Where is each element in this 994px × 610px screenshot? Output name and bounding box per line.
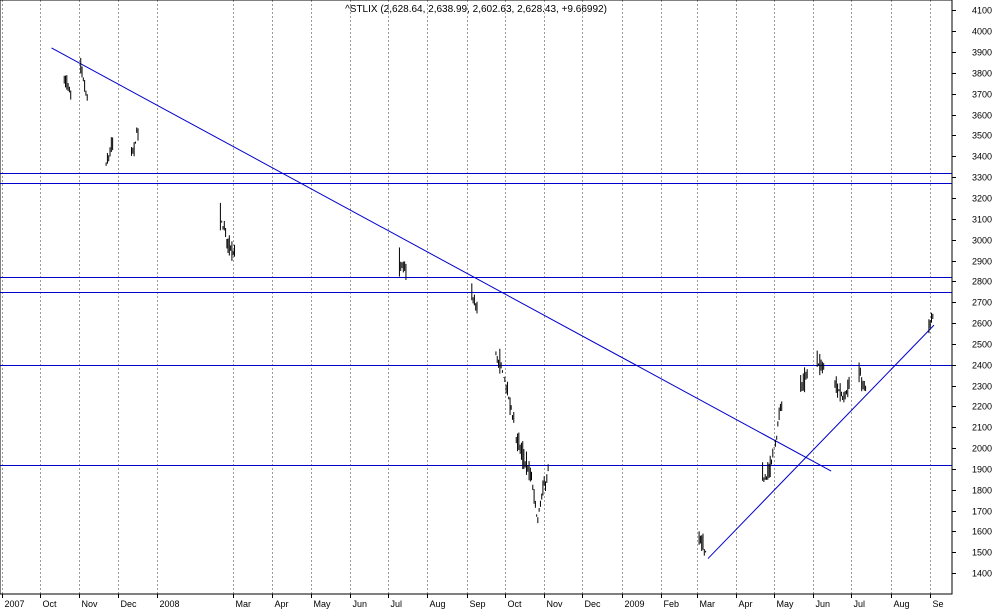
x-tick-label: Dec bbox=[121, 599, 138, 609]
y-tick-label: 3600 bbox=[972, 111, 992, 121]
x-tick-label: 2008 bbox=[160, 599, 180, 609]
x-tick-label: Aug bbox=[894, 599, 910, 609]
y-tick-label: 3700 bbox=[972, 90, 992, 100]
x-tick-label: Apr bbox=[275, 599, 289, 609]
y-tick-label: 4100 bbox=[972, 6, 992, 16]
x-tick-label: 2009 bbox=[625, 599, 645, 609]
y-tick-label: 2500 bbox=[972, 340, 992, 350]
price-bars bbox=[63, 57, 934, 556]
x-tick-label: Jun bbox=[816, 599, 831, 609]
y-tick-label: 2100 bbox=[972, 423, 992, 433]
y-tick-label: 3000 bbox=[972, 236, 992, 246]
x-tick-label: Dec bbox=[585, 599, 602, 609]
y-tick-label: 2200 bbox=[972, 402, 992, 412]
x-tick-label: May bbox=[777, 599, 795, 609]
y-tick-label: 1800 bbox=[972, 486, 992, 496]
y-tick-label: 3900 bbox=[972, 48, 992, 58]
y-tick-label: 3800 bbox=[972, 69, 992, 79]
trend-line bbox=[707, 324, 935, 559]
chart-title: ^STLIX (2,628.64, 2,638.99, 2,602.63, 2,… bbox=[345, 4, 607, 15]
y-tick-label: 3200 bbox=[972, 194, 992, 204]
y-tick-label: 2400 bbox=[972, 361, 992, 371]
x-tick-label: Mar bbox=[700, 599, 716, 609]
plot-frame bbox=[0, 0, 953, 595]
y-tick-label: 2300 bbox=[972, 382, 992, 392]
x-tick-label: Jun bbox=[353, 599, 368, 609]
y-tick-label: 1700 bbox=[972, 507, 992, 517]
x-tick-label: Mar bbox=[236, 599, 252, 609]
y-tick-label: 1500 bbox=[972, 548, 992, 558]
y-tick-label: 1600 bbox=[972, 527, 992, 537]
x-tick-label: Se bbox=[933, 599, 944, 609]
y-tick-label: 1400 bbox=[972, 569, 992, 579]
y-tick-label: 2800 bbox=[972, 277, 992, 287]
x-tick-label: May bbox=[314, 599, 332, 609]
y-tick-label: 3500 bbox=[972, 131, 992, 141]
trend-lines bbox=[51, 47, 935, 559]
x-tick-label: Feb bbox=[664, 599, 680, 609]
x-tick-label: Aug bbox=[430, 599, 446, 609]
y-tick-label: 4000 bbox=[972, 27, 992, 37]
y-axis: 1400 1500 1600 1700 1800 1900 2000 2100 2200 2300… bbox=[952, 6, 992, 579]
grid-lines bbox=[2, 0, 931, 594]
x-tick-label: Nov bbox=[82, 599, 99, 609]
y-tick-label: 2000 bbox=[972, 444, 992, 454]
x-tick-label: Apr bbox=[739, 599, 753, 609]
x-tick-label: Oct bbox=[508, 599, 523, 609]
trend-line bbox=[51, 47, 832, 472]
horizontal-lines bbox=[0, 173, 952, 466]
x-tick-label: Oct bbox=[43, 599, 58, 609]
y-tick-label: 3300 bbox=[972, 173, 992, 183]
x-tick-label: Sep bbox=[470, 599, 486, 609]
y-tick-label: 3400 bbox=[972, 152, 992, 162]
y-tick-label: 3100 bbox=[972, 215, 992, 225]
x-axis: 2007 Oct Nov Dec 2008 Mar Apr May Jun Jul Aug Sep Oc… bbox=[2, 594, 944, 609]
x-tick-label: 2007 bbox=[5, 599, 25, 609]
y-tick-label: 2600 bbox=[972, 319, 992, 329]
y-tick-label: 2900 bbox=[972, 257, 992, 267]
y-tick-label: 1900 bbox=[972, 465, 992, 475]
y-tick-label: 2700 bbox=[972, 298, 992, 308]
x-tick-label: Nov bbox=[547, 599, 564, 609]
x-tick-label: Jul bbox=[391, 599, 403, 609]
x-tick-label: Jul bbox=[854, 599, 866, 609]
